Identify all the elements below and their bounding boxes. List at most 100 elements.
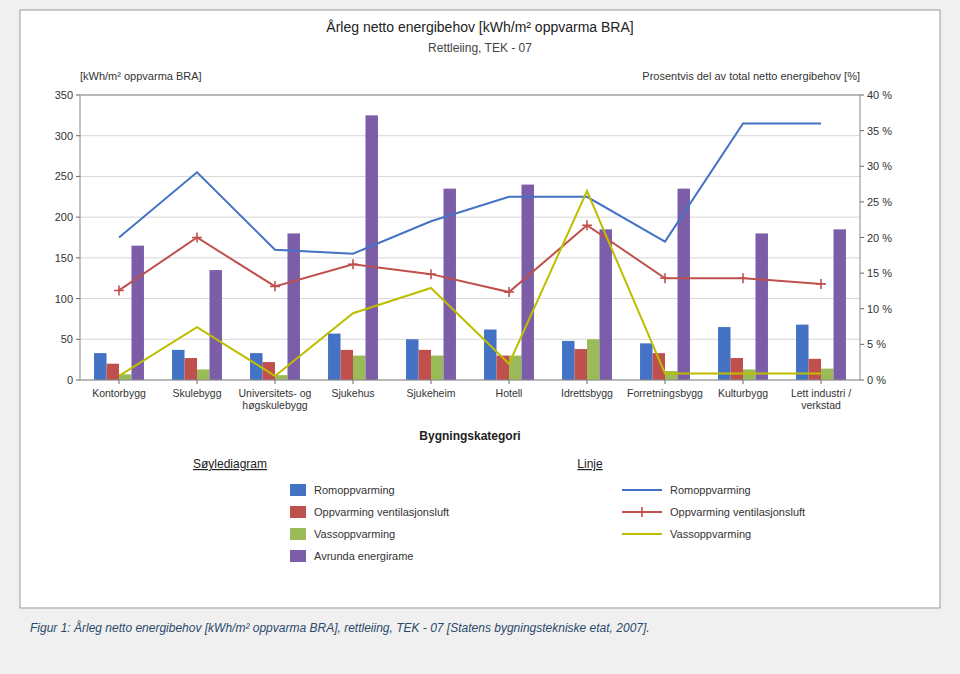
- title: Årleg netto energibehov [kWh/m² oppvarma…: [326, 19, 633, 35]
- legend-label: Avrunda energirame: [314, 550, 413, 562]
- x-tick: [743, 380, 744, 384]
- y2-tick-label: 20 %: [867, 232, 892, 244]
- text-line: verkstad: [801, 399, 841, 411]
- legend-label: Romoppvarming: [670, 484, 751, 496]
- legend-heading: Søylediagram: [193, 457, 267, 471]
- y2-tick: [860, 380, 864, 381]
- legend-label: Romoppvarming: [314, 484, 395, 496]
- marker: [504, 287, 514, 297]
- bar: [599, 229, 611, 380]
- chart-root: Årleg netto energibehov [kWh/m² oppvarma…: [0, 0, 960, 674]
- bar: [406, 339, 418, 380]
- caption: Figur 1: Årleg netto energibehov [kWh/m²…: [30, 620, 650, 635]
- x-axis-label: Bygningskategori: [419, 429, 520, 443]
- bar: [275, 375, 287, 380]
- y2-tick: [860, 201, 864, 202]
- grid-line: [80, 176, 860, 177]
- y2-tick-label: 30 %: [867, 160, 892, 172]
- chart-box: [20, 10, 940, 608]
- y2-tick: [860, 95, 864, 96]
- marker: [348, 259, 358, 269]
- bar: [809, 359, 821, 380]
- x-tick-label: Forretningsbygg: [627, 387, 703, 399]
- bar: [107, 364, 119, 380]
- grid-line: [80, 217, 860, 218]
- subtitle: Rettleiing, TEK - 07: [428, 41, 532, 55]
- bar: [665, 371, 677, 380]
- y-tick-label: 350: [55, 89, 73, 101]
- marker: [738, 273, 748, 283]
- legend-swatch: [290, 528, 306, 540]
- bar: [796, 325, 808, 380]
- bar: [718, 327, 730, 380]
- legend-label: Vassoppvarming: [670, 528, 751, 540]
- bar: [185, 358, 197, 380]
- y-tick: [76, 257, 80, 258]
- y2-tick: [860, 166, 864, 167]
- bar: [94, 353, 106, 380]
- x-tick: [353, 380, 354, 384]
- bar: [731, 358, 743, 380]
- legend-label: Oppvarming ventilasjonsluft: [314, 506, 449, 518]
- y-tick: [76, 298, 80, 299]
- y-tick-label: 200: [55, 211, 73, 223]
- bar: [328, 334, 340, 380]
- bar: [484, 330, 496, 380]
- y-tick: [76, 339, 80, 340]
- y2-tick-label: 35 %: [867, 125, 892, 137]
- marker: [192, 233, 202, 243]
- plot-area: [94, 115, 846, 380]
- marker: [114, 285, 124, 295]
- y2-axis-label: Prosentvis del av total netto energibeho…: [642, 70, 860, 82]
- x-tick-label: Kulturbygg: [718, 387, 768, 399]
- y2-tick-label: 0 %: [867, 374, 886, 386]
- x-tick-label: Idrettsbygg: [561, 387, 613, 399]
- legend-line: [622, 533, 662, 535]
- bar: [419, 350, 431, 380]
- grid-line: [80, 257, 860, 258]
- y-tick: [76, 135, 80, 136]
- y2-tick: [860, 344, 864, 345]
- legend-swatch: [290, 484, 306, 496]
- x-tick-label: Lett industri /verkstad: [791, 387, 851, 411]
- plot-frame: [80, 95, 860, 380]
- bar: [587, 339, 599, 380]
- bar: [341, 350, 353, 380]
- y-axis-label: [kWh/m² oppvarma BRA]: [80, 70, 202, 82]
- legend-heading: Linje: [577, 457, 603, 471]
- x-tick-label: Kontorbygg: [92, 387, 146, 399]
- x-tick-label: Skulebygg: [172, 387, 221, 399]
- bar: [197, 369, 209, 380]
- bar: [755, 233, 767, 380]
- y-tick: [76, 380, 80, 381]
- y-tick-label: 50: [61, 333, 73, 345]
- line: [119, 225, 821, 292]
- bar: [431, 356, 443, 380]
- grid-line: [80, 298, 860, 299]
- bar: [821, 369, 833, 380]
- grid-line: [80, 135, 860, 136]
- text-line: Universitets- og: [239, 387, 312, 399]
- axes: 0501001502002503003500 %5 %10 %15 %20 %2…: [55, 89, 893, 411]
- bar: [353, 356, 365, 380]
- legend-label: Vassoppvarming: [314, 528, 395, 540]
- line: [119, 124, 821, 254]
- bar: [575, 349, 587, 380]
- bar: [677, 189, 689, 380]
- y2-tick: [860, 130, 864, 131]
- y2-tick-label: 15 %: [867, 267, 892, 279]
- line: [119, 191, 821, 376]
- marker: [426, 269, 436, 279]
- bar: [562, 341, 574, 380]
- y-tick: [76, 95, 80, 96]
- marker: [270, 281, 280, 291]
- y-tick-label: 150: [55, 252, 73, 264]
- x-tick-label: Hotell: [496, 387, 523, 399]
- x-tick: [197, 380, 198, 384]
- legend-line: [622, 489, 662, 491]
- y-tick-label: 0: [67, 374, 73, 386]
- y2-tick-label: 10 %: [867, 303, 892, 315]
- marker: [816, 279, 826, 289]
- legend-label: Oppvarming ventilasjonsluft: [670, 506, 805, 518]
- x-tick: [821, 380, 822, 384]
